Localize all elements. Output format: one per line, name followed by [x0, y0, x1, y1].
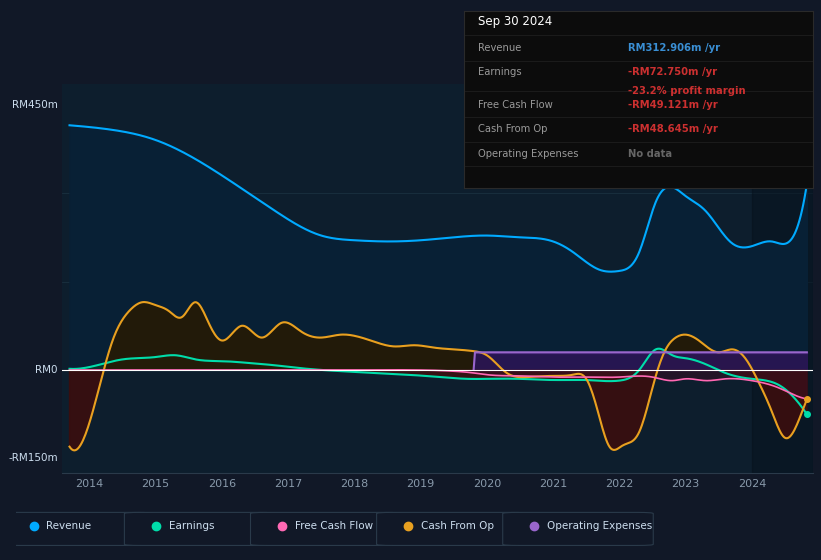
Text: Revenue: Revenue: [478, 43, 521, 53]
Text: -RM72.750m /yr: -RM72.750m /yr: [628, 67, 717, 77]
Text: Revenue: Revenue: [46, 521, 91, 531]
FancyBboxPatch shape: [377, 512, 527, 545]
Text: Operating Expenses: Operating Expenses: [547, 521, 652, 531]
Text: Sep 30 2024: Sep 30 2024: [478, 15, 552, 29]
Bar: [752, 84, 813, 473]
Text: No data: No data: [628, 149, 672, 159]
Text: -RM150m: -RM150m: [8, 454, 57, 464]
Text: Operating Expenses: Operating Expenses: [478, 149, 578, 159]
FancyBboxPatch shape: [502, 512, 654, 545]
FancyBboxPatch shape: [250, 512, 401, 545]
Text: -RM49.121m /yr: -RM49.121m /yr: [628, 100, 718, 110]
Text: Cash From Op: Cash From Op: [420, 521, 493, 531]
Text: -RM48.645m /yr: -RM48.645m /yr: [628, 124, 718, 133]
Text: RM0: RM0: [35, 365, 57, 375]
Text: RM312.906m /yr: RM312.906m /yr: [628, 43, 720, 53]
Text: Earnings: Earnings: [168, 521, 214, 531]
FancyBboxPatch shape: [2, 512, 153, 545]
FancyBboxPatch shape: [125, 512, 275, 545]
Text: Earnings: Earnings: [478, 67, 521, 77]
Text: -23.2% profit margin: -23.2% profit margin: [628, 86, 745, 96]
Text: Cash From Op: Cash From Op: [478, 124, 548, 133]
Text: Free Cash Flow: Free Cash Flow: [295, 521, 373, 531]
Text: Free Cash Flow: Free Cash Flow: [478, 100, 553, 110]
Text: RM450m: RM450m: [12, 100, 57, 110]
